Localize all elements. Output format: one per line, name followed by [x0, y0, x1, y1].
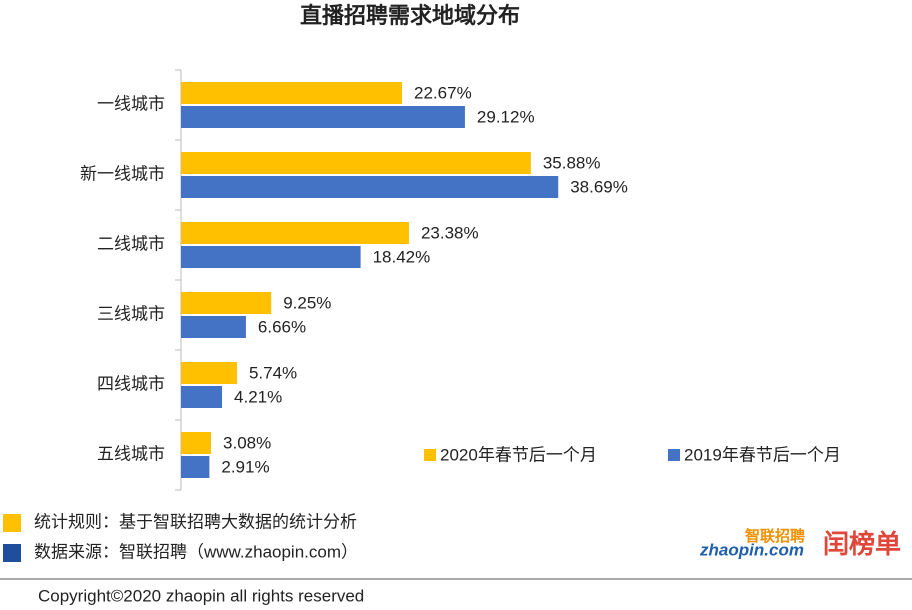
bar	[181, 362, 237, 384]
value-label: 23.38%	[421, 223, 479, 242]
chart-title: 直播招聘需求地域分布	[300, 3, 520, 28]
note-swatch	[3, 544, 21, 562]
bar	[181, 316, 246, 338]
legend-swatch	[424, 449, 436, 461]
value-label: 3.08%	[223, 433, 271, 452]
note: 数据来源：智联招聘（www.zhaopin.com）	[34, 542, 358, 561]
copyright: Copyright©2020 zhaopin all rights reserv…	[38, 586, 364, 605]
y-tick-label: 四线城市	[97, 374, 165, 393]
value-label: 6.66%	[258, 317, 306, 336]
value-label: 18.42%	[373, 247, 431, 266]
logo-text: 智联招聘	[745, 527, 805, 545]
bar	[181, 386, 223, 408]
bar	[181, 176, 559, 198]
logo-text: zhaopin.com	[699, 540, 804, 559]
value-label: 38.69%	[570, 177, 628, 196]
bar	[181, 152, 531, 174]
legend-label: 2019年春节后一个月	[684, 445, 841, 464]
bar	[181, 222, 409, 244]
note-swatch	[3, 514, 21, 532]
value-label: 5.74%	[249, 363, 297, 382]
bar	[181, 432, 212, 454]
bar	[181, 246, 361, 268]
value-label: 22.67%	[414, 83, 472, 102]
value-label: 4.21%	[234, 387, 282, 406]
bar	[181, 292, 272, 314]
value-label: 29.12%	[477, 107, 535, 126]
legend-label: 2020年春节后一个月	[440, 445, 597, 464]
value-label: 35.88%	[543, 153, 601, 172]
value-label: 9.25%	[283, 293, 331, 312]
bar	[181, 106, 465, 128]
y-tick-label: 一线城市	[97, 94, 165, 113]
y-tick-label: 五线城市	[97, 444, 165, 463]
bar	[181, 82, 403, 104]
logo-text: 闰榜单	[823, 529, 901, 559]
legend-swatch	[668, 449, 680, 461]
y-tick-label: 三线城市	[97, 304, 165, 323]
y-tick-label: 二线城市	[97, 234, 165, 253]
bar	[181, 456, 210, 478]
value-label: 2.91%	[221, 457, 269, 476]
y-tick-label: 新一线城市	[80, 164, 165, 183]
note: 统计规则：基于智联招聘大数据的统计分析	[34, 512, 357, 531]
